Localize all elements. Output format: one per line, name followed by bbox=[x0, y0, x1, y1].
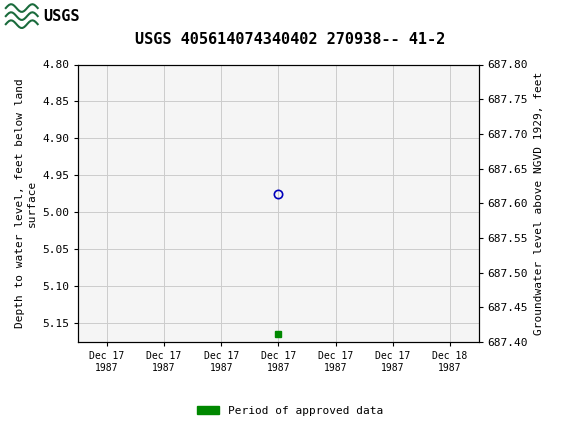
Text: USGS 405614074340402 270938-- 41-2: USGS 405614074340402 270938-- 41-2 bbox=[135, 32, 445, 47]
Bar bbox=[3, 2, 72, 31]
Y-axis label: Groundwater level above NGVD 1929, feet: Groundwater level above NGVD 1929, feet bbox=[534, 71, 543, 335]
Legend: Period of approved data: Period of approved data bbox=[193, 401, 387, 420]
Text: USGS: USGS bbox=[44, 9, 80, 24]
Y-axis label: Depth to water level, feet below land
surface: Depth to water level, feet below land su… bbox=[15, 78, 37, 328]
